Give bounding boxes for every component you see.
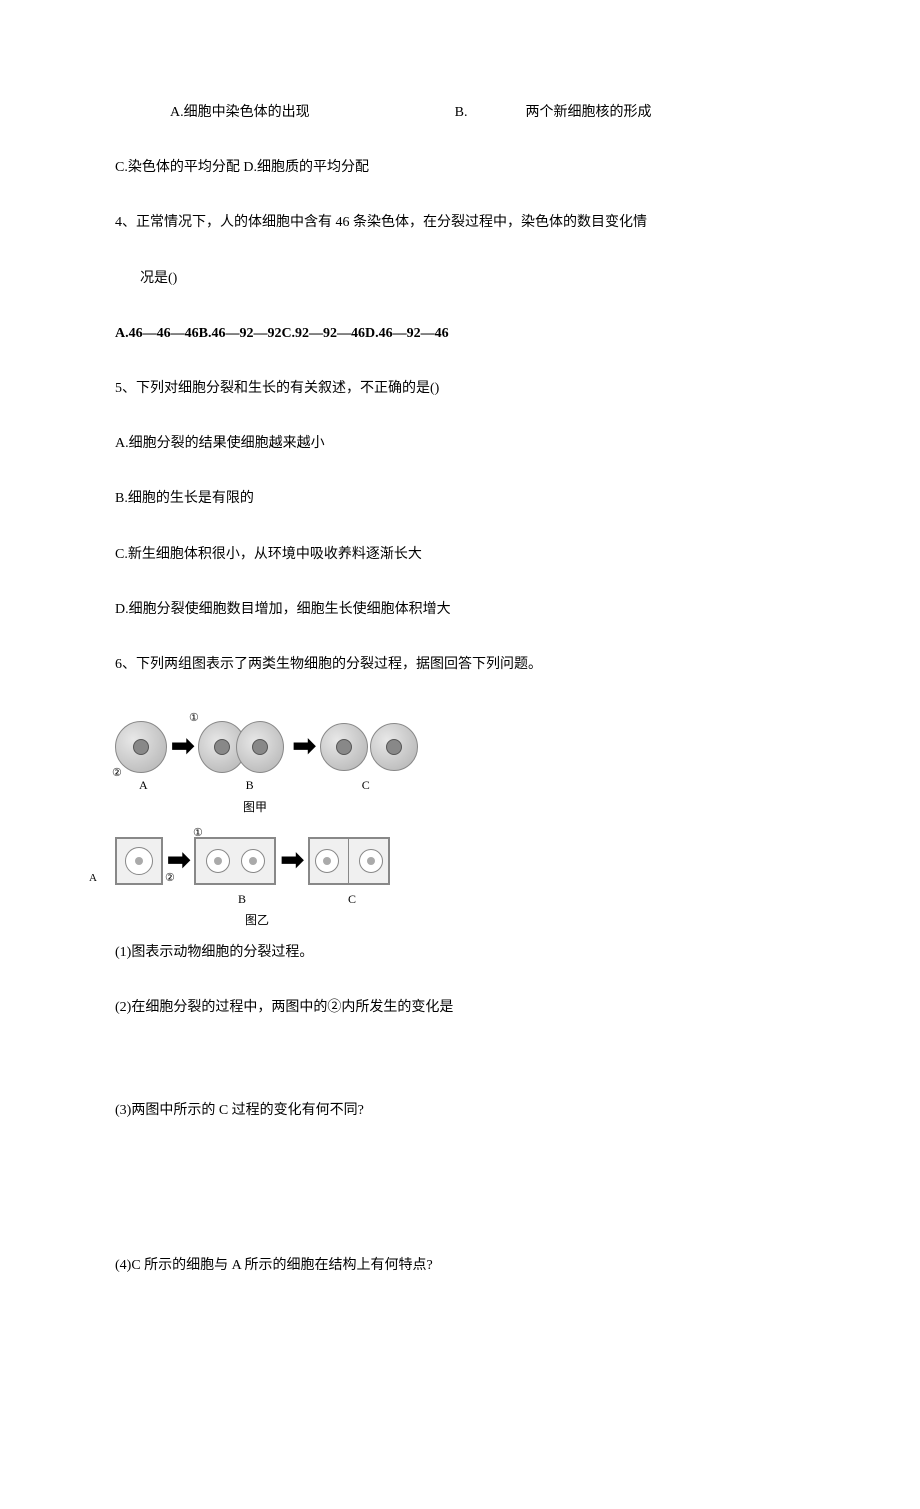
arrow-icon: ➡ bbox=[171, 722, 194, 772]
cell-wall-divider bbox=[348, 839, 349, 883]
inner-circle-icon bbox=[125, 847, 153, 875]
diagram-labels-bottom: B C bbox=[115, 889, 805, 911]
label-b: B bbox=[148, 775, 254, 797]
q6-sub3: (3)两图中所示的 C 过程的变化有何不同? bbox=[115, 1098, 805, 1123]
q5-option-c: C.新生细胞体积很小，从环境中吸收养料逐渐长大 bbox=[115, 542, 805, 567]
label-c: C bbox=[246, 889, 356, 911]
q5-option-d: D.细胞分裂使细胞数目增加，细胞生长使细胞体积增大 bbox=[115, 597, 805, 622]
q5-option-a: A.细胞分裂的结果使细胞越来越小 bbox=[115, 431, 805, 456]
q6-sub1: (1)图表示动物细胞的分裂过程。 bbox=[115, 940, 805, 965]
label-c: C bbox=[254, 775, 370, 797]
annotation-circle-2-left: ② bbox=[112, 764, 122, 784]
q5-stem: 5、下列对细胞分裂和生长的有关叙述，不正确的是() bbox=[115, 376, 805, 401]
diagram-row-plant: ① A ② ➡ ➡ bbox=[115, 822, 805, 886]
arrow-icon: ➡ bbox=[292, 722, 315, 772]
label-a-plant: A bbox=[89, 869, 97, 889]
nucleus-icon bbox=[214, 739, 230, 755]
caption-bottom: 图乙 bbox=[115, 910, 805, 932]
animal-cell-a: ② bbox=[115, 721, 167, 773]
diagram-row-animal: ① ② ➡ ➡ bbox=[115, 707, 805, 773]
diagram-labels-top: A B C bbox=[115, 775, 805, 797]
q6-stem: 6、下列两组图表示了两类生物细胞的分裂过程，据图回答下列问题。 bbox=[115, 652, 805, 677]
q5-option-b: B.细胞的生长是有限的 bbox=[115, 486, 805, 511]
q4-options: A.46—46—46B.46—92—92C.92—92—46D.46—92—46 bbox=[115, 321, 805, 346]
q3-option-b-text: 两个新细胞核的形成 bbox=[525, 100, 651, 125]
q3-options-cd: C.染色体的平均分配 D.细胞质的平均分配 bbox=[115, 155, 805, 180]
q3-options-ab: A.细胞中染色体的出现 B. 两个新细胞核的形成 bbox=[115, 100, 805, 125]
inner-circle-icon bbox=[241, 849, 265, 873]
label-a bbox=[115, 889, 133, 911]
q6-sub2: (2)在细胞分裂的过程中，两图中的②内所发生的变化是 bbox=[115, 995, 805, 1020]
animal-cell-c bbox=[320, 723, 418, 771]
q4-stem: 4、正常情况下，人的体细胞中含有 46 条染色体，在分裂过程中，染色体的数目变化… bbox=[115, 210, 805, 235]
inner-circle-icon bbox=[206, 849, 230, 873]
q3-option-a: A.细胞中染色体的出现 bbox=[115, 100, 310, 125]
inner-circle-icon bbox=[359, 849, 383, 873]
inner-circle-icon bbox=[315, 849, 339, 873]
q4-stem-cont: 况是() bbox=[115, 266, 805, 291]
nucleus-icon bbox=[386, 739, 402, 755]
annotation-circle-2-bottom: ② bbox=[165, 869, 175, 889]
arrow-icon: ➡ bbox=[280, 836, 303, 886]
q6-sub4: (4)C 所示的细胞与 A 所示的细胞在结构上有何特点? bbox=[115, 1253, 805, 1278]
caption-top: 图甲 bbox=[115, 797, 805, 819]
nucleus-icon bbox=[252, 739, 268, 755]
plant-cell-a: A ② bbox=[115, 837, 163, 885]
nucleus-icon bbox=[336, 739, 352, 755]
nucleus-icon bbox=[133, 739, 149, 755]
cell-division-diagram: ① ② ➡ ➡ A B C 图甲 ① bbox=[115, 707, 805, 932]
plant-cell-c bbox=[308, 837, 390, 885]
annotation-circle-1-bottom: ① bbox=[193, 824, 203, 844]
plant-cell-b bbox=[194, 837, 276, 885]
q3-option-b-label: B. bbox=[310, 100, 526, 125]
animal-cell-b bbox=[198, 721, 288, 773]
label-b: B bbox=[133, 889, 246, 911]
annotation-circle-1-top: ① bbox=[189, 709, 199, 729]
